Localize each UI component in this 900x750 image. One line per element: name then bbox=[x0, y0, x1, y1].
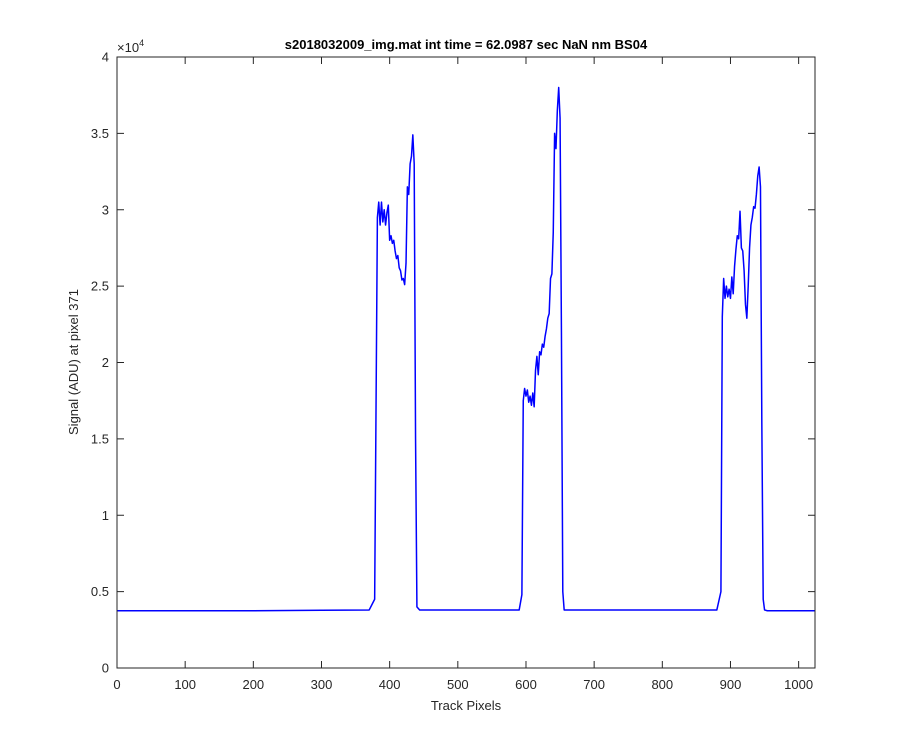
y-tick-label: 0.5 bbox=[91, 584, 109, 599]
x-tick-label: 200 bbox=[242, 677, 264, 692]
y-tick-label: 1 bbox=[102, 508, 109, 523]
x-tick-label: 800 bbox=[651, 677, 673, 692]
plot-frame bbox=[116, 56, 816, 669]
plot-area bbox=[117, 57, 815, 668]
x-tick-label: 500 bbox=[447, 677, 469, 692]
x-tick-label: 0 bbox=[113, 677, 120, 692]
x-axis-label: Track Pixels bbox=[431, 698, 502, 713]
y-exponent-base: ×10 bbox=[117, 40, 139, 55]
y-tick-label: 3 bbox=[102, 202, 109, 217]
x-tick-label: 700 bbox=[583, 677, 605, 692]
x-tick-label: 600 bbox=[515, 677, 537, 692]
x-tick-label: 100 bbox=[174, 677, 196, 692]
x-tick-label: 300 bbox=[311, 677, 333, 692]
y-tick-label: 2 bbox=[102, 355, 109, 370]
y-tick-label: 0 bbox=[102, 661, 109, 676]
y-tick-label: 3.5 bbox=[91, 126, 109, 141]
series-line bbox=[117, 86, 815, 612]
y-axis-ticks: 0 0.5 1 1.5 2 2.5 3 3.5 4 bbox=[91, 50, 815, 676]
y-exponent-power: 4 bbox=[139, 38, 144, 48]
x-tick-label: 1000 bbox=[784, 677, 813, 692]
y-tick-label: 4 bbox=[102, 50, 109, 65]
x-tick-label: 400 bbox=[379, 677, 401, 692]
x-tick-label: 900 bbox=[720, 677, 742, 692]
y-axis-label: Signal (ADU) at pixel 371 bbox=[66, 289, 81, 435]
y-exponent-label: ×104 bbox=[117, 38, 144, 55]
x-axis-ticks: 0 100 200 300 400 500 600 700 800 900 1000 bbox=[113, 57, 813, 692]
chart-title: s2018032009_img.mat int time = 62.0987 s… bbox=[285, 37, 648, 52]
y-tick-label: 1.5 bbox=[91, 431, 109, 446]
y-tick-label: 2.5 bbox=[91, 279, 109, 294]
